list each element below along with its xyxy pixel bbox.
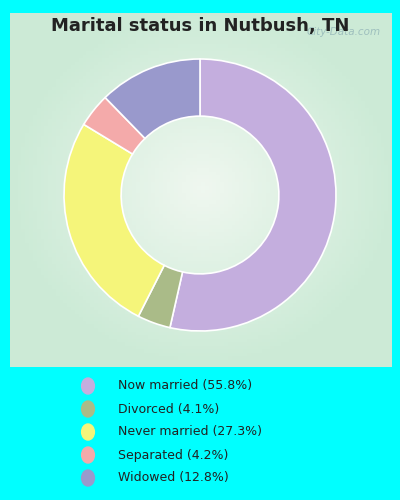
Wedge shape — [84, 98, 145, 154]
Text: City-Data.com: City-Data.com — [306, 26, 380, 36]
Wedge shape — [105, 59, 200, 138]
Wedge shape — [170, 59, 336, 331]
Text: Marital status in Nutbush, TN: Marital status in Nutbush, TN — [51, 18, 349, 36]
Text: Never married (27.3%): Never married (27.3%) — [118, 426, 262, 438]
Wedge shape — [138, 266, 182, 328]
Wedge shape — [64, 124, 164, 316]
Text: Separated (4.2%): Separated (4.2%) — [118, 448, 228, 462]
Text: Widowed (12.8%): Widowed (12.8%) — [118, 472, 229, 484]
Text: Now married (55.8%): Now married (55.8%) — [118, 380, 252, 392]
Text: Divorced (4.1%): Divorced (4.1%) — [118, 402, 219, 415]
